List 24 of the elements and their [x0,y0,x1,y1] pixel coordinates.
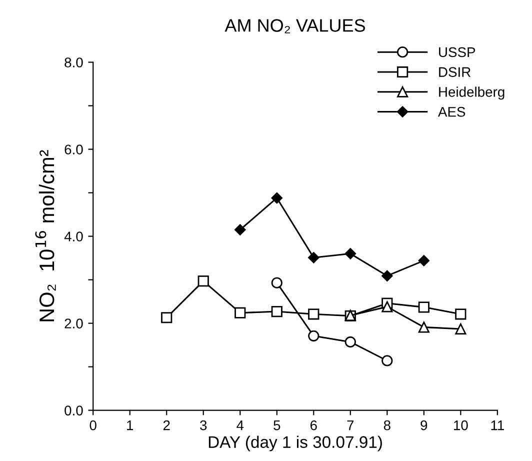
y-tick-label: 4.0 [64,232,83,242]
y-tick-label: 0.0 [64,406,83,416]
x-tick-label: 11 [491,420,504,430]
y-axis-title: NO₂ 10$^{16}$ mol/cm² [35,150,56,322]
legend-label: USSP [439,47,476,58]
x-tick-label: 6 [310,420,317,430]
y-tick-label: 8.0 [64,58,83,68]
x-tick-label: 10 [454,420,468,430]
y-tick-label: 2.0 [64,318,83,328]
x-tick-label: 9 [420,420,428,430]
legend-label: DSIR [439,67,471,77]
x-tick-label: 3 [200,420,207,430]
y-tick-label: 6.0 [64,144,83,154]
x-tick-label: 2 [163,420,170,430]
legend-label: AES [438,106,466,117]
x-tick-label: 0 [90,420,96,430]
x-tick-label: 1 [127,420,134,430]
x-tick-label: 8 [384,420,390,430]
legend-label: Heidelberg [439,86,504,100]
x-tick-label: 7 [347,420,354,430]
x-tick-label: 5 [274,420,280,430]
x-axis-title: DAY (day 1 is 30.07.91) [208,436,382,452]
chart-title: AM NO₂ VALUES [224,19,365,34]
x-tick-label: 4 [236,420,244,430]
